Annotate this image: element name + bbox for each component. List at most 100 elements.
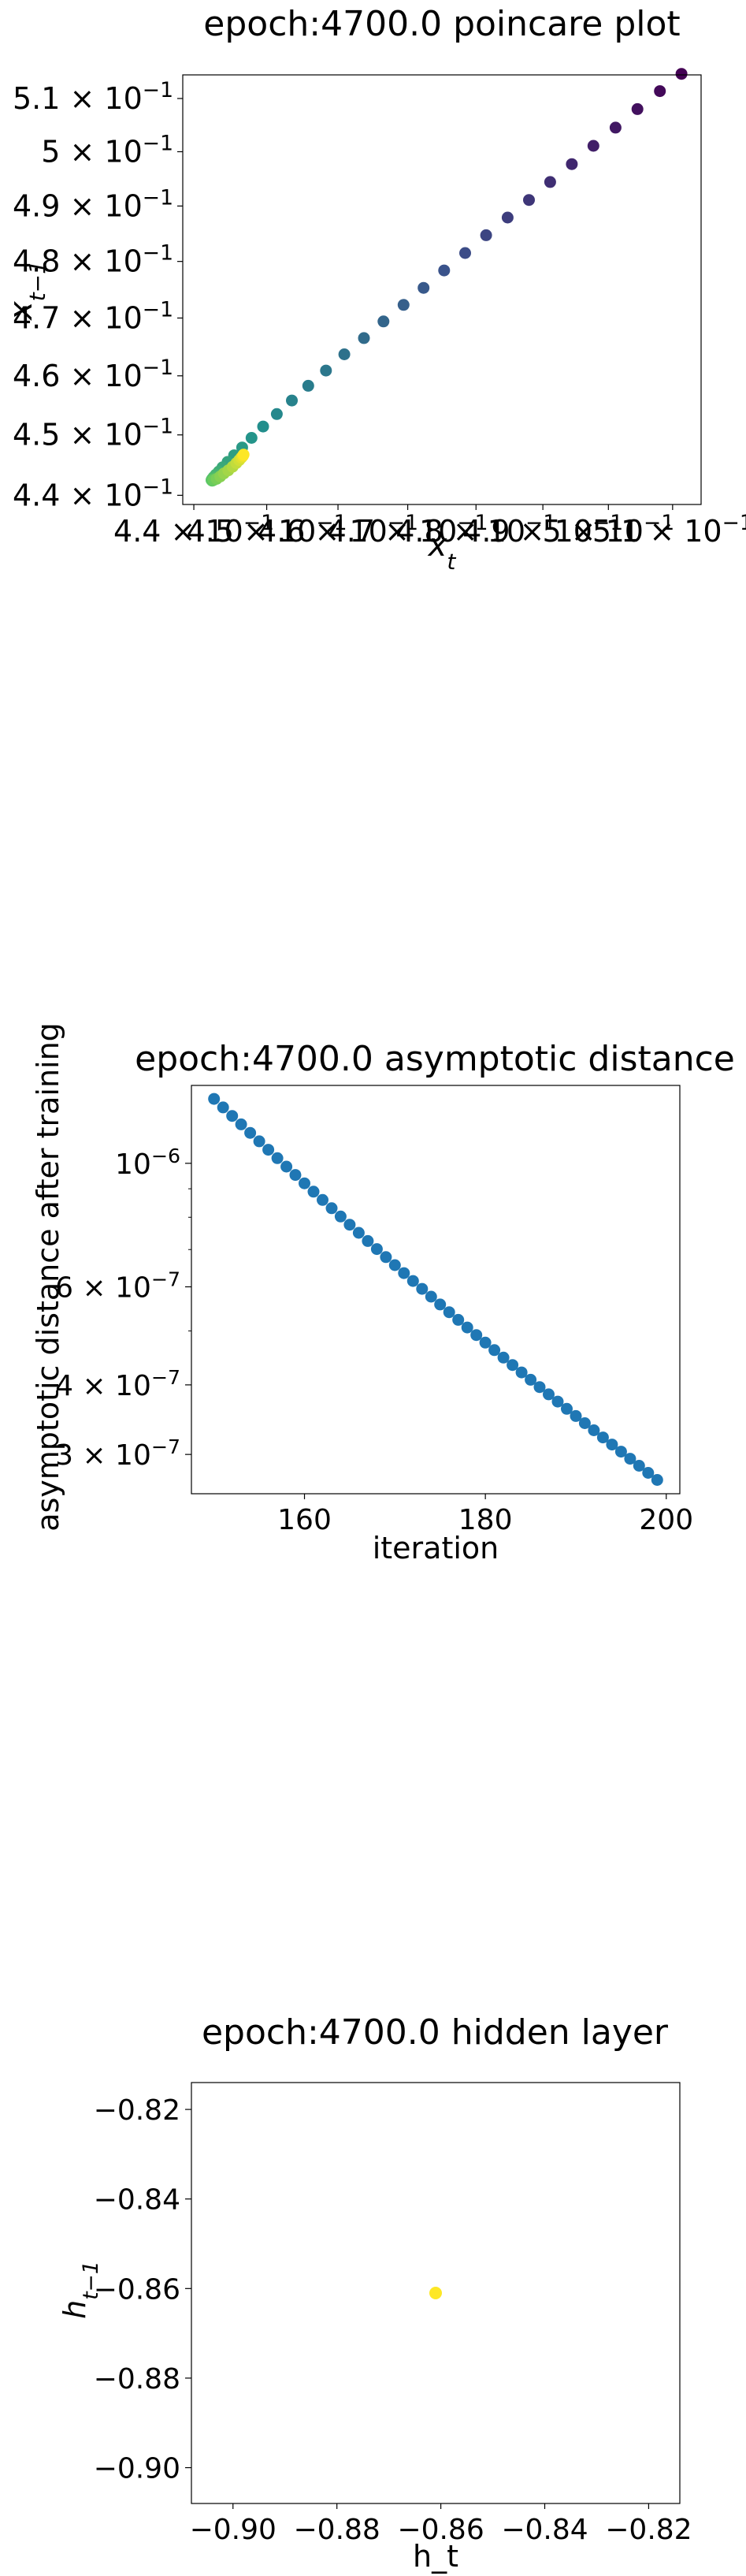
poincare-point xyxy=(459,247,471,259)
distance-point xyxy=(497,1351,510,1364)
x-tick-label: 4.7 × 10−1 xyxy=(328,511,488,549)
distance-point xyxy=(280,1160,293,1173)
distance-point xyxy=(380,1251,392,1264)
poincare-point xyxy=(501,211,514,224)
hidden-layer-point xyxy=(429,2287,442,2299)
distance-point xyxy=(226,1110,239,1122)
distance-point xyxy=(289,1169,302,1182)
y-tick-label: −0.90 xyxy=(94,2453,180,2485)
distance-point xyxy=(642,1467,655,1479)
chart-title: epoch:4700.0 poincare plot xyxy=(203,4,680,44)
distance-point xyxy=(271,1152,284,1164)
distance-point xyxy=(443,1306,455,1319)
distance-point xyxy=(479,1336,492,1349)
distance-point xyxy=(244,1126,257,1139)
y-tick-label: 4.5 × 10−1 xyxy=(13,414,173,452)
y-tick-label: 4.4 × 10−1 xyxy=(13,475,173,513)
distance-point xyxy=(551,1395,564,1408)
poincare-point xyxy=(245,432,258,444)
x-tick-label: 5.1 × 10−1 xyxy=(592,511,746,549)
distance-point xyxy=(235,1118,247,1130)
distance-point xyxy=(208,1093,221,1105)
x-tick-label: 4.4 × 10−1 xyxy=(113,511,274,549)
y-tick-label: 4.9 × 10−1 xyxy=(13,185,173,224)
poincare-point xyxy=(631,102,644,115)
y-tick-label: 4.7 × 10−1 xyxy=(13,297,173,336)
x-tick-label: 180 xyxy=(458,1504,513,1536)
distance-point xyxy=(362,1234,374,1247)
distance-point xyxy=(325,1202,338,1215)
y-axis-label: asymptotic distance after training xyxy=(31,1022,65,1532)
poincare-point xyxy=(270,408,283,420)
y-axis-label: xt−1 xyxy=(3,260,50,322)
poincare-point xyxy=(438,264,451,277)
x-axis-label: h_t xyxy=(413,2539,458,2574)
x-tick-label: −0.82 xyxy=(605,2514,692,2546)
y-tick-label: 5 × 10−1 xyxy=(41,131,173,169)
distance-point xyxy=(470,1329,483,1342)
poincare-point xyxy=(320,364,332,377)
distance-point xyxy=(253,1135,265,1148)
poincare-point xyxy=(587,140,599,152)
distance-point xyxy=(614,1446,627,1458)
distance-point xyxy=(570,1409,582,1422)
distance-point xyxy=(515,1366,528,1379)
distance-point xyxy=(596,1431,609,1444)
x-tick-label: −0.84 xyxy=(501,2514,588,2546)
distance-point xyxy=(317,1193,328,1206)
poincare-point xyxy=(237,449,250,461)
y-tick-label: 4.8 × 10−1 xyxy=(13,240,173,279)
distance-point xyxy=(434,1298,447,1311)
hidden-layer-points xyxy=(429,2287,442,2299)
poincare-plot-chart: 4.4 × 10−14.5 × 10−14.6 × 10−14.7 × 10−1… xyxy=(3,4,746,575)
x-tick-label: 4.8 × 10−1 xyxy=(395,511,556,549)
hidden-layer-axes-frame xyxy=(191,2082,681,2504)
chart-title: epoch:4700.0 asymptotic distance xyxy=(135,1039,735,1079)
y-tick-label: 6 × 10−7 xyxy=(55,1268,180,1305)
distance-point xyxy=(588,1424,600,1436)
poincare-point xyxy=(480,229,492,241)
distance-point xyxy=(533,1381,546,1394)
poincare-point xyxy=(544,176,556,188)
distance-point xyxy=(299,1177,310,1189)
distance-point xyxy=(425,1290,437,1303)
poincare-point xyxy=(566,158,578,170)
poincare-point xyxy=(286,394,298,407)
x-axis-label: xt xyxy=(427,527,457,575)
y-tick-label: 4.6 × 10−1 xyxy=(13,355,173,393)
distance-point xyxy=(543,1388,555,1401)
x-tick-label: 4.9 × 10−1 xyxy=(462,511,623,549)
y-tick-label: 3 × 10−7 xyxy=(55,1435,180,1472)
asymptotic-distance-chart: 160 180 200 10−6 6 × 10−7 4 × 10−7 3 × 10−7 epo… xyxy=(31,1022,735,1565)
poincare-point xyxy=(302,379,314,392)
distance-point xyxy=(507,1359,519,1372)
distance-point xyxy=(651,1474,663,1486)
poincare-point xyxy=(609,121,622,134)
y-tick-label: 4 × 10−7 xyxy=(55,1365,180,1402)
poincare-point xyxy=(338,348,351,360)
distance-point xyxy=(416,1282,429,1295)
x-tick-label: −0.88 xyxy=(294,2514,380,2546)
x-axis-label: iteration xyxy=(373,1531,499,1565)
distance-point xyxy=(217,1101,229,1114)
poincare-points xyxy=(206,68,688,487)
distance-point xyxy=(334,1210,347,1223)
poincare-point xyxy=(675,68,688,80)
poincare-point xyxy=(523,194,535,207)
x-tick-label: 4.5 × 10−1 xyxy=(187,511,347,549)
distance-axes-frame xyxy=(191,1085,681,1495)
distance-point xyxy=(398,1267,410,1279)
distance-point xyxy=(388,1259,401,1271)
y-axis-label: ht−1 xyxy=(58,2261,103,2319)
poincare-point xyxy=(418,281,430,294)
x-tick-label: −0.86 xyxy=(397,2514,484,2546)
distance-point xyxy=(370,1243,383,1256)
distance-point xyxy=(406,1275,419,1287)
x-tick-label: 160 xyxy=(277,1504,332,1536)
y-tick-label: −0.84 xyxy=(94,2184,180,2217)
x-tick-label: −0.90 xyxy=(190,2514,277,2546)
y-tick-label: −0.82 xyxy=(94,2094,180,2127)
y-tick-label: 5.1 × 10−1 xyxy=(13,77,173,116)
distance-point xyxy=(633,1460,645,1472)
distance-point xyxy=(461,1321,473,1334)
